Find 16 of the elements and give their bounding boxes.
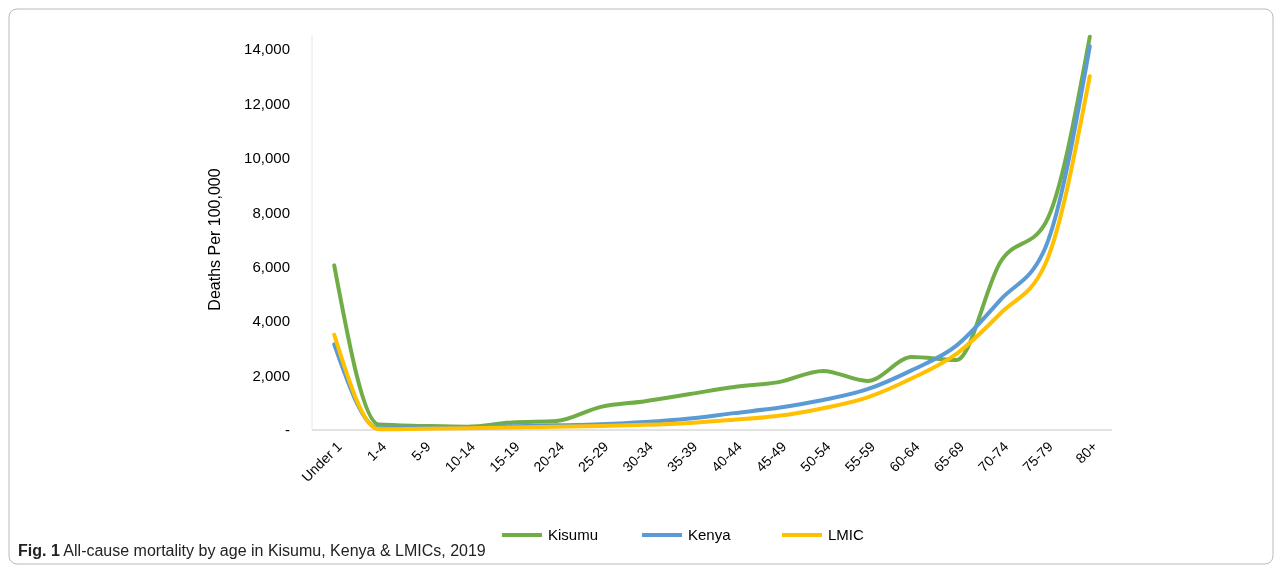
caption: Fig. 1 All-cause mortality by age in Kisumu, Kenya & LMICs, 2019 <box>18 542 486 559</box>
legend-label: Kenya <box>688 526 732 544</box>
legend-label: Kisumu <box>548 526 599 544</box>
y-tick-label: - <box>285 421 290 439</box>
y-tick-label: 6,000 <box>252 257 290 275</box>
x-tick-label: 5-9 <box>408 438 434 464</box>
y-tick-label: 4,000 <box>252 312 290 330</box>
y-tick-label: 14,000 <box>244 40 290 58</box>
y-tick-label: 2,000 <box>252 366 290 384</box>
x-tick-label: 80+ <box>1072 438 1101 467</box>
y-tick-label: 8,000 <box>252 203 290 221</box>
y-tick-label: 10,000 <box>244 149 290 167</box>
legend-label: LMIC <box>828 526 864 544</box>
y-axis-title: Deaths Per 100,000 <box>206 168 223 311</box>
y-tick-label: 12,000 <box>244 94 290 112</box>
x-tick-label: 1-4 <box>363 438 390 464</box>
